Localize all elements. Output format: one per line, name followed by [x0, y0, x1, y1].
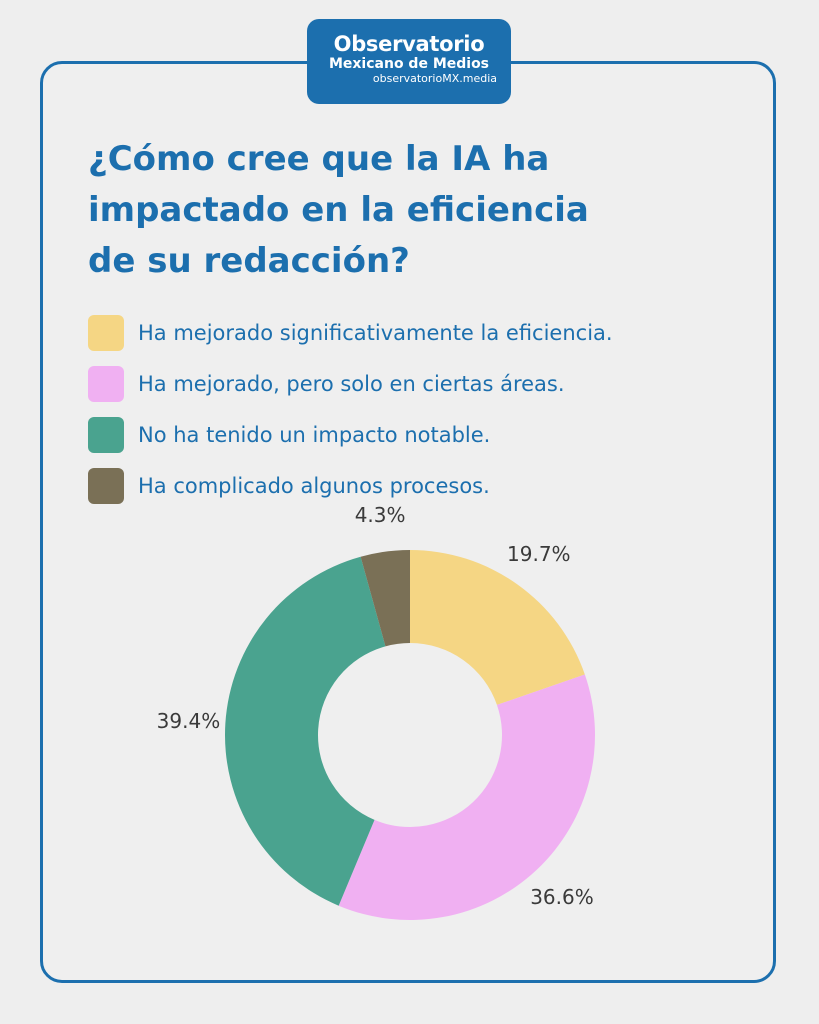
brand-url: observatorioMX.media [372, 72, 497, 85]
donut-slice [410, 550, 585, 705]
brand-subtitle: Mexicano de Medios [328, 56, 490, 72]
slice-percent-label: 39.4% [157, 709, 221, 733]
brand-title: Observatorio [333, 32, 485, 56]
slice-percent-label: 19.7% [507, 542, 571, 566]
donut-slices [225, 550, 596, 920]
legend-label: Ha mejorado significativamente la eficie… [138, 320, 613, 345]
legend-label: Ha complicado algunos procesos. [138, 473, 490, 498]
legend-item: Ha mejorado, pero solo en ciertas áreas. [88, 358, 613, 409]
donut-slice [225, 556, 386, 906]
brand-badge: Observatorio Mexicano de Medios observat… [307, 19, 511, 104]
legend-label: Ha mejorado, pero solo en ciertas áreas. [138, 371, 565, 396]
donut-slice [360, 550, 410, 647]
donut-labels: 19.7% 36.6% 39.4% 4.3% [157, 503, 594, 909]
legend-item: Ha mejorado significativamente la eficie… [88, 307, 613, 358]
slice-percent-label: 4.3% [355, 503, 406, 527]
slice-percent-label: 36.6% [530, 885, 594, 909]
legend-swatch [88, 365, 124, 402]
legend-label: No ha tenido un impacto notable. [138, 422, 491, 447]
legend-swatch [88, 467, 124, 504]
donut-slice [338, 674, 596, 920]
legend-item: Ha complicado algunos procesos. [88, 460, 613, 511]
chart-title: ¿Cómo cree que la IA ha impactado en la … [88, 139, 589, 281]
chart-legend: Ha mejorado significativamente la eficie… [88, 307, 613, 511]
legend-swatch [88, 416, 124, 453]
legend-swatch [88, 314, 124, 351]
legend-item: No ha tenido un impacto notable. [88, 409, 613, 460]
